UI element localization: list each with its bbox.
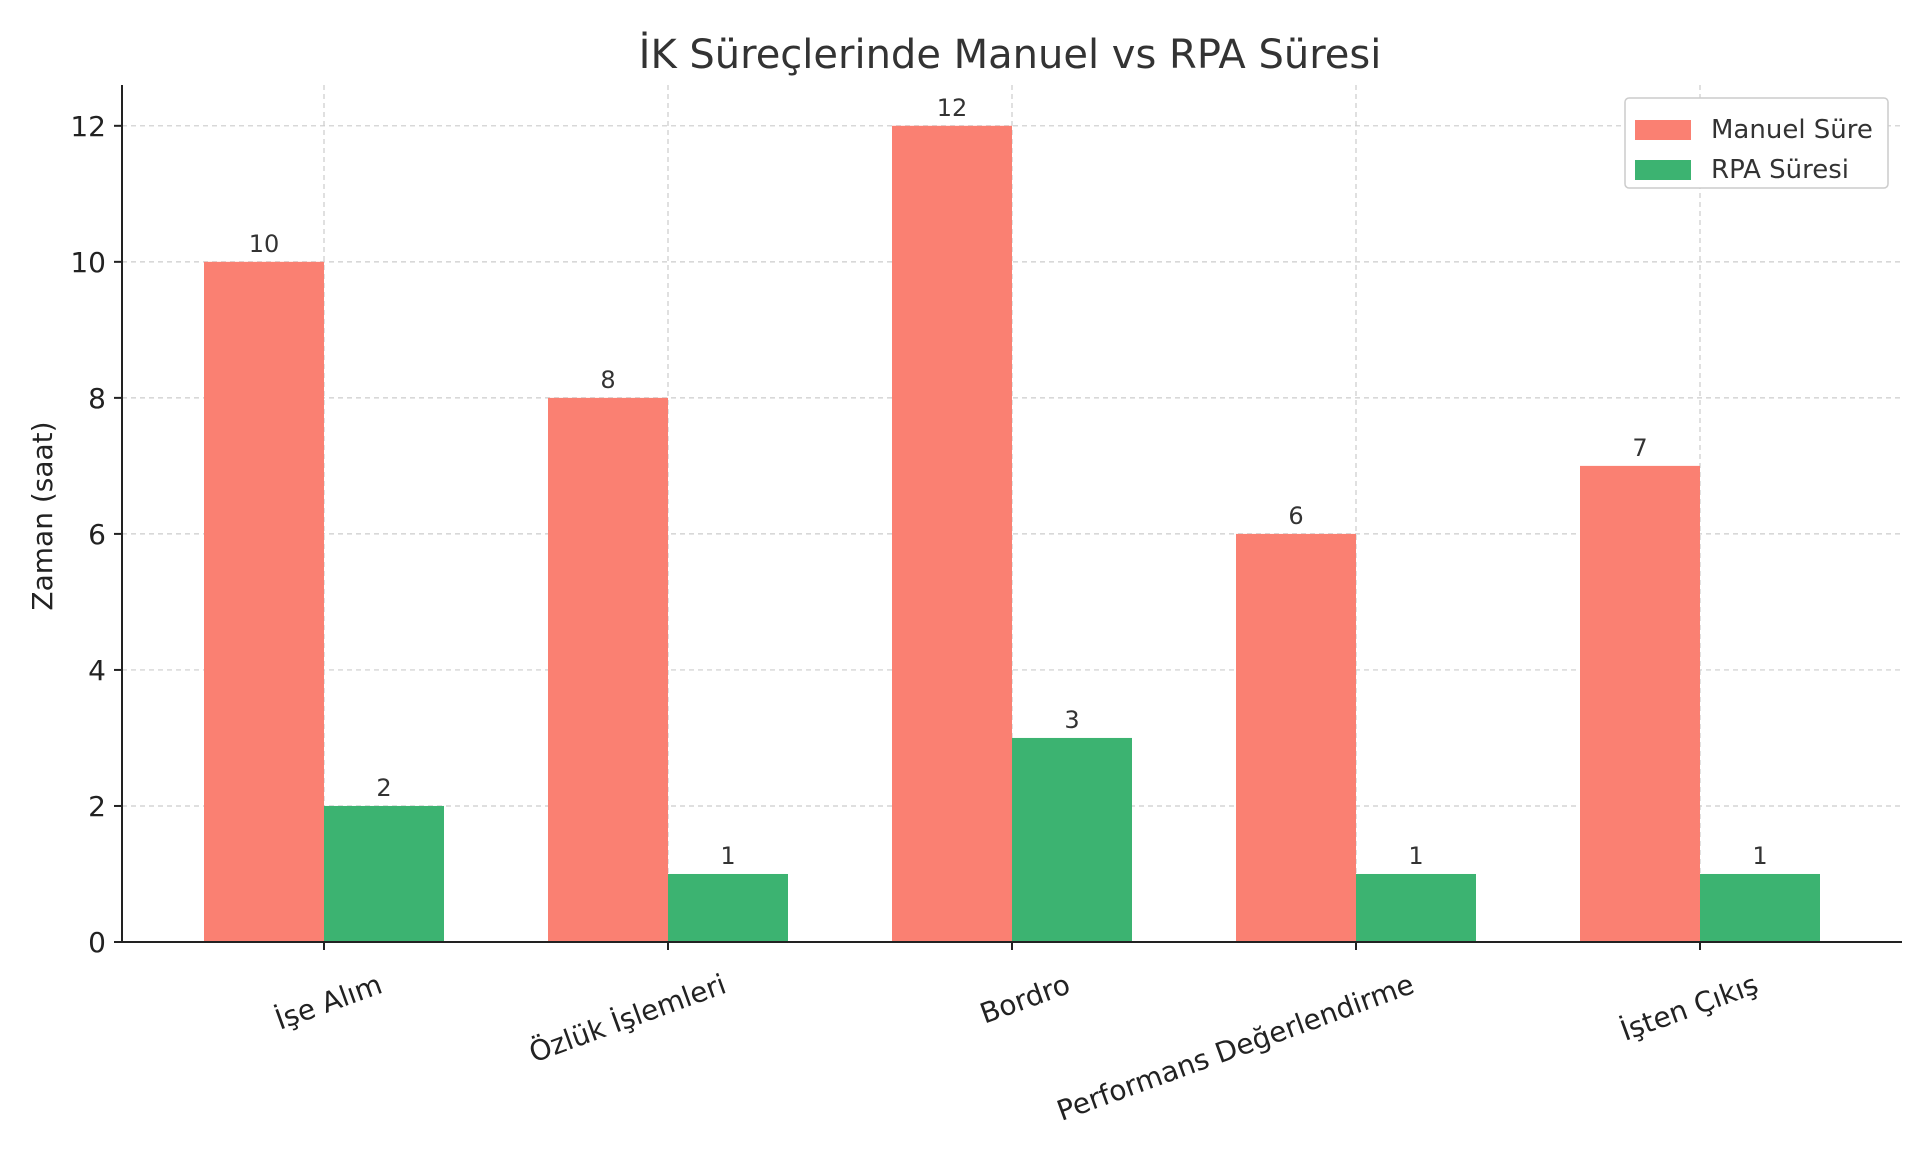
bar-manual [1236, 533, 1356, 942]
bar-manual [204, 261, 324, 942]
data-labels: 10 8 12 6 7 2 1 3 1 1 [249, 94, 1768, 870]
data-label: 3 [1064, 706, 1079, 734]
data-label: 1 [1408, 842, 1423, 870]
data-label: 2 [376, 774, 391, 802]
axes [114, 85, 1902, 950]
bars [204, 125, 1820, 943]
bar-rpa [1012, 737, 1132, 942]
bar-rpa [668, 873, 788, 942]
legend-label: Manuel Süre [1711, 115, 1873, 145]
chart-title: İK Süreçlerinde Manuel vs RPA Süresi [639, 30, 1382, 78]
y-axis-label: Zaman (saat) [26, 421, 59, 610]
bar-manual [892, 125, 1012, 943]
y-tick-label: 10 [70, 246, 106, 279]
x-tick-label: İşten Çıkış [1616, 968, 1762, 1048]
legend-swatch [1635, 120, 1691, 140]
data-label: 10 [249, 230, 280, 258]
data-label: 1 [720, 842, 735, 870]
bar-rpa [1356, 873, 1476, 942]
data-label: 6 [1288, 502, 1303, 530]
y-tick-label: 12 [70, 110, 106, 143]
x-tick-label: İşe Alım [271, 968, 387, 1037]
legend-label: RPA Süresi [1711, 155, 1849, 185]
bar-rpa [324, 805, 444, 942]
y-tick-label: 4 [88, 654, 106, 687]
y-tick-label: 6 [88, 518, 106, 551]
x-tick-label: Özlük İşlemleri [524, 967, 730, 1070]
data-label: 1 [1752, 842, 1767, 870]
data-label: 8 [600, 366, 615, 394]
x-tick-label: Bordro [976, 968, 1075, 1031]
data-label: 12 [937, 94, 968, 122]
y-tick-label: 0 [88, 926, 106, 959]
bar-rpa [1700, 873, 1820, 942]
bar-manual [548, 397, 668, 942]
legend: Manuel Süre RPA Süresi [1624, 97, 1889, 189]
y-tick-label: 2 [88, 790, 106, 823]
y-tick-label: 8 [88, 382, 106, 415]
data-label: 7 [1632, 434, 1647, 462]
bar-manual [1580, 465, 1700, 942]
legend-swatch [1635, 160, 1691, 180]
x-tick-label: Performans Değerlendirme [1052, 968, 1418, 1128]
